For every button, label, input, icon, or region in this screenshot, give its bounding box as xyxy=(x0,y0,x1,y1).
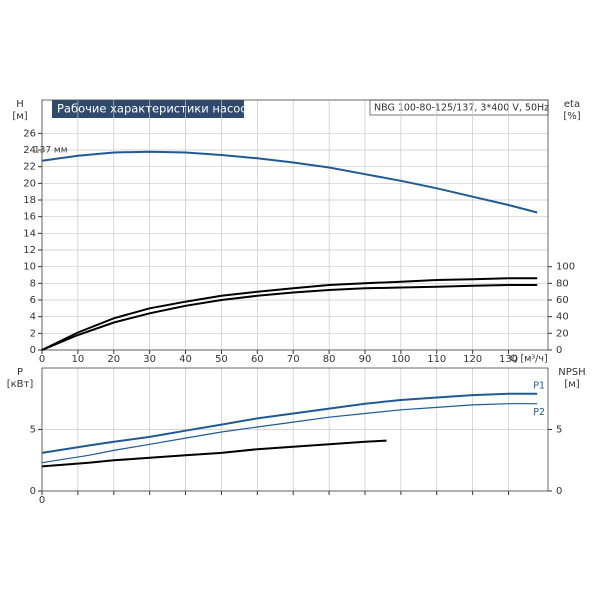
plot-frame xyxy=(41,99,549,351)
chart-title: Рабочие характеристики насоса xyxy=(57,102,254,116)
y-axis-unit: [кВт] xyxy=(7,379,34,390)
y2-axis-label: NPSH xyxy=(558,367,585,378)
y2-axis-unit: [м] xyxy=(564,379,579,390)
y-tick-label: 24 xyxy=(23,145,36,156)
x-tick-label: 50 xyxy=(215,354,228,365)
y-tick-label: 18 xyxy=(23,195,36,206)
x-tick-label: 40 xyxy=(179,354,192,365)
y-tick-label: 10 xyxy=(23,262,36,273)
x-tick-label: 120 xyxy=(463,354,482,365)
x-tick-label: 70 xyxy=(287,354,300,365)
series-line xyxy=(41,284,538,351)
chart-subtitle: NBG 100-80-125/137, 3*400 V, 50Hz xyxy=(374,103,549,114)
x-tick-label: 0 xyxy=(39,495,45,506)
y2-tick-label: 0 xyxy=(556,486,562,497)
y2-tick-label: 60 xyxy=(556,295,569,306)
series-line xyxy=(41,439,387,468)
y2-tick-label: 100 xyxy=(556,262,575,273)
y2-tick-label: 80 xyxy=(556,278,569,289)
plot-frame xyxy=(41,367,549,492)
x-tick-label: 130 xyxy=(499,354,518,365)
x-tick-label: 90 xyxy=(359,354,372,365)
y2-tick-label: 40 xyxy=(556,312,569,323)
y-tick-label: 16 xyxy=(23,212,36,223)
x-tick-label: 60 xyxy=(251,354,264,365)
y-tick-label: 4 xyxy=(30,312,36,323)
y-tick-label: 6 xyxy=(30,295,36,306)
series-label: P1 xyxy=(533,380,545,391)
x-tick-label: 100 xyxy=(391,354,410,365)
series-line xyxy=(41,392,538,454)
y2-tick-label: 0 xyxy=(556,345,562,356)
y-axis-unit: [м] xyxy=(12,111,27,122)
y-tick-label: 8 xyxy=(30,278,36,289)
y-tick-label: 14 xyxy=(23,228,36,239)
y-tick-label: 20 xyxy=(23,178,36,189)
y2-axis-unit: [%] xyxy=(563,111,580,122)
series-label: 137 мм xyxy=(34,145,68,155)
y-axis-label: H xyxy=(16,99,24,110)
y-tick-label: 2 xyxy=(30,328,36,339)
y-tick-label: 5 xyxy=(30,425,36,436)
y2-axis-label: eta xyxy=(564,99,580,110)
y-axis-label: P xyxy=(17,367,23,378)
x-tick-label: 0 xyxy=(39,354,45,365)
series-line xyxy=(41,277,538,351)
x-tick-label: 80 xyxy=(323,354,336,365)
y-tick-label: 26 xyxy=(23,128,36,139)
y2-tick-label: 20 xyxy=(556,328,569,339)
y-tick-label: 12 xyxy=(23,245,36,256)
y-tick-label: 0 xyxy=(30,345,36,356)
y-tick-label: 0 xyxy=(30,486,36,497)
series-label: P2 xyxy=(533,407,545,418)
x-tick-label: 110 xyxy=(427,354,446,365)
x-axis-label: Q [м³/ч] xyxy=(510,354,548,365)
x-tick-label: 20 xyxy=(107,354,120,365)
series-line xyxy=(41,150,538,214)
series-line xyxy=(41,403,538,464)
x-tick-label: 30 xyxy=(143,354,156,365)
y2-tick-label: 5 xyxy=(556,425,562,436)
y-tick-label: 22 xyxy=(23,162,36,173)
title-box xyxy=(52,100,244,118)
x-tick-label: 10 xyxy=(72,354,85,365)
